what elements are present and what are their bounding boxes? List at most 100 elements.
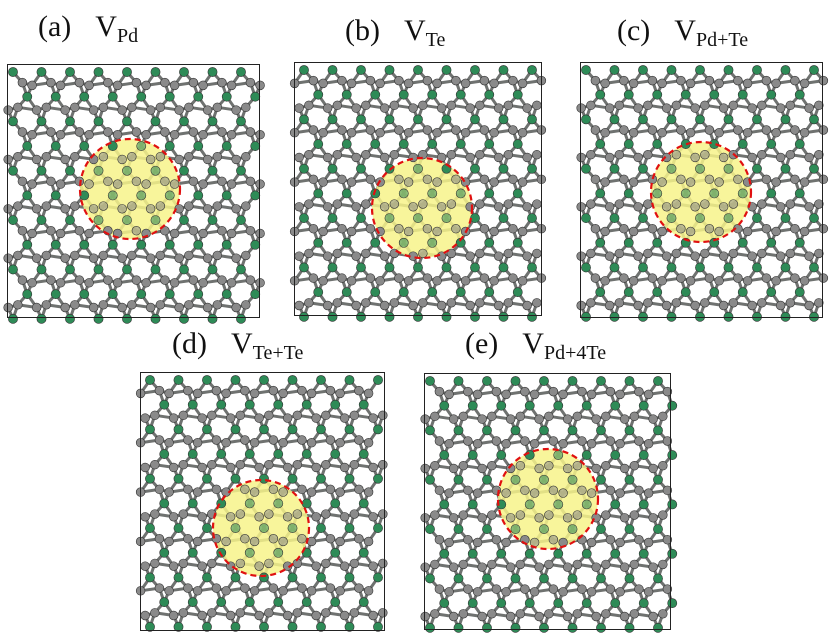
te-atom	[544, 559, 554, 570]
te-atom	[465, 251, 475, 261]
te-atom	[448, 513, 459, 523]
pd-atom	[455, 287, 466, 298]
te-atom	[529, 389, 540, 400]
te-atom	[648, 463, 658, 474]
te-atom	[197, 512, 207, 522]
pd-atom	[667, 598, 678, 609]
te-atom	[202, 204, 213, 214]
panel-e-subscript: Pd+4Te	[543, 342, 607, 364]
te-atom	[141, 130, 151, 140]
te-atom	[361, 248, 371, 259]
te-atom	[249, 487, 260, 497]
pd-atom	[666, 114, 677, 125]
pd-atom	[299, 114, 309, 125]
te-atom	[700, 248, 710, 259]
te-atom	[249, 586, 260, 596]
te-atom	[643, 488, 654, 498]
pd-atom	[652, 188, 663, 199]
te-atom	[475, 199, 485, 209]
te-atom	[643, 537, 654, 548]
te-atom	[700, 100, 710, 111]
te-atom	[70, 102, 80, 113]
te-atom	[479, 125, 490, 135]
pd-atom	[510, 425, 521, 436]
te-atom	[155, 201, 166, 211]
te-atom	[202, 302, 213, 313]
pd-atom	[667, 548, 678, 559]
te-atom	[505, 513, 516, 523]
te-atom	[292, 608, 303, 618]
te-atom	[661, 251, 672, 261]
pd-atom	[207, 264, 218, 275]
te-atom	[733, 174, 743, 185]
te-atom	[131, 176, 142, 187]
pd-atom	[36, 264, 47, 275]
te-atom	[297, 435, 307, 445]
te-atom	[629, 510, 640, 520]
te-atom	[600, 226, 610, 237]
pd-atom	[539, 622, 549, 633]
panel-d-lattice	[135, 372, 388, 632]
te-atom	[145, 253, 156, 263]
pd-atom	[425, 425, 435, 436]
te-atom	[628, 177, 639, 187]
te-atom	[150, 509, 160, 519]
te-atom	[169, 179, 180, 189]
pd-atom	[596, 425, 606, 436]
te-atom	[183, 534, 193, 544]
te-atom	[394, 174, 404, 185]
te-atom	[690, 103, 700, 113]
te-atom	[434, 535, 445, 545]
pd-atom	[164, 239, 175, 250]
te-atom	[757, 149, 767, 160]
te-atom	[614, 100, 625, 111]
pd-atom	[794, 287, 805, 298]
pd-atom	[50, 91, 61, 102]
te-atom	[192, 487, 203, 497]
te-atom	[308, 174, 319, 185]
te-atom	[472, 439, 483, 449]
te-atom	[814, 199, 824, 209]
pd-atom	[427, 287, 438, 298]
te-atom	[254, 413, 264, 423]
pd-atom	[221, 239, 232, 250]
te-atom	[619, 414, 630, 424]
te-atom	[615, 389, 625, 400]
pd-atom	[316, 621, 326, 632]
te-atom	[351, 251, 361, 261]
te-atom	[226, 278, 237, 288]
pd-atom	[553, 499, 564, 510]
te-atom	[422, 125, 433, 135]
te-atom	[658, 411, 668, 422]
te-atom	[378, 459, 388, 470]
te-atom	[804, 103, 814, 113]
te-atom	[700, 149, 710, 160]
te-atom	[517, 78, 528, 89]
te-atom	[576, 251, 586, 261]
pd-atom	[498, 163, 509, 174]
pd-atom	[398, 89, 409, 100]
pd-atom	[496, 598, 507, 609]
te-atom	[591, 611, 601, 622]
defect-circle	[649, 140, 753, 244]
pd-atom	[439, 598, 450, 609]
te-atom	[304, 298, 314, 308]
pd-atom	[695, 311, 705, 322]
te-atom	[619, 463, 630, 474]
te-atom	[192, 586, 203, 596]
pd-atom	[244, 597, 255, 608]
te-atom	[322, 152, 333, 163]
te-atom	[591, 414, 601, 424]
pd-atom	[609, 213, 620, 223]
pd-atom	[695, 262, 705, 273]
te-atom	[430, 510, 440, 520]
pd-atom	[207, 165, 218, 176]
te-atom	[231, 154, 241, 165]
pd-atom	[794, 89, 805, 100]
te-atom	[217, 275, 227, 285]
pd-atom	[652, 139, 663, 149]
te-atom	[601, 559, 611, 570]
te-atom	[463, 436, 473, 446]
te-atom	[403, 177, 414, 187]
te-atom	[647, 224, 658, 234]
